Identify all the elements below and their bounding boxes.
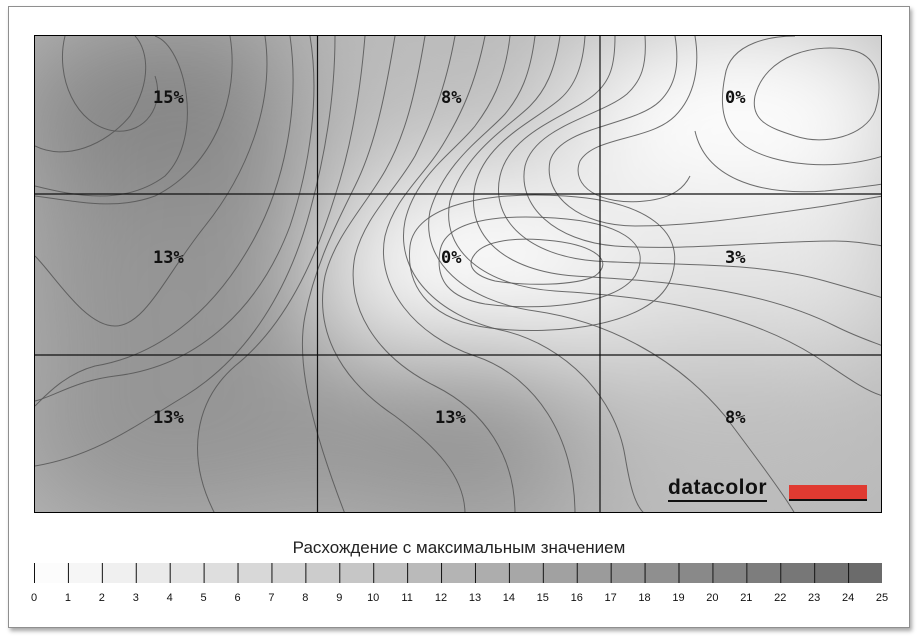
heat-blob-r3c3 xyxy=(566,335,881,512)
scale-swatch-16 xyxy=(576,563,611,583)
scale-swatch-5 xyxy=(203,563,238,583)
scale-tick-label-18: 18 xyxy=(638,592,651,604)
scale-tick-label-24: 24 xyxy=(841,592,855,604)
cell-label-r1c2: 8% xyxy=(441,88,462,108)
cell-label-r1c3: 0% xyxy=(725,88,746,108)
heat-blob-r1c1 xyxy=(35,36,352,215)
cell-label-r2c1: 13% xyxy=(153,248,184,268)
scale-tick-label-11: 11 xyxy=(401,592,413,604)
scale-tick-label-13: 13 xyxy=(468,592,482,604)
heat-blob-r2c1 xyxy=(35,176,352,374)
scale-swatch-9 xyxy=(339,563,374,583)
heat-blob-r3c1 xyxy=(35,335,352,512)
scale-tick-label-16: 16 xyxy=(570,592,583,604)
scale-tick-label-15: 15 xyxy=(536,592,549,604)
cell-label-r3c3: 8% xyxy=(725,408,746,428)
scale-tick-label-23: 23 xyxy=(808,592,821,604)
logo-wordmark: datacolor xyxy=(668,476,768,502)
scale-swatch-1 xyxy=(67,563,102,583)
contour-lines xyxy=(35,36,881,512)
scale-tick-label-25: 25 xyxy=(875,592,889,604)
datacolor-logo: datacolor xyxy=(668,476,868,506)
scale-swatch-0 xyxy=(34,563,68,583)
scale-swatch-18 xyxy=(644,563,679,583)
scale-swatch-8 xyxy=(305,563,340,583)
grid-lines xyxy=(35,36,881,512)
scale-swatch-15 xyxy=(542,563,577,583)
heat-blob-r1c2 xyxy=(283,36,635,215)
scale-tick-label-2: 2 xyxy=(98,592,105,604)
scale-swatch-6 xyxy=(237,563,272,583)
scale-tick-label-3: 3 xyxy=(132,592,139,604)
cell-label-r2c2: 0% xyxy=(441,248,462,268)
scale-swatch-22 xyxy=(780,563,815,583)
scale-tick-label-1: 1 xyxy=(64,592,71,604)
cell-label-r3c1: 13% xyxy=(153,408,184,428)
cell-label-r3c2: 13% xyxy=(435,408,466,428)
scale-tick-label-4: 4 xyxy=(166,592,173,604)
heat-blob-r2c2 xyxy=(323,176,675,374)
scale-swatch-12 xyxy=(441,563,475,583)
logo-red-bar xyxy=(789,485,867,501)
scale-tick-label-9: 9 xyxy=(336,592,343,604)
scale-tick-label-6: 6 xyxy=(234,592,241,604)
heatmap-svg xyxy=(35,36,881,512)
scale-tick-label-17: 17 xyxy=(604,592,617,604)
scale-tick-label-20: 20 xyxy=(706,592,719,604)
legend-title: Расхождение с максимальным значением xyxy=(292,538,626,557)
color-scale-tick-labels: 0 1 2 3 4 5 6 7 8 9 10 11 12 13 14 15 16 17 18 19 20 21 22 23 24… xyxy=(0,592,918,608)
cell-label-r1c1: 15% xyxy=(153,88,184,108)
heat-blob-r3c2 xyxy=(283,335,635,512)
scale-swatch-24 xyxy=(848,563,882,583)
scale-swatch-21 xyxy=(746,563,781,583)
scale-swatch-2 xyxy=(101,563,136,583)
scale-tick-label-7: 7 xyxy=(268,592,275,604)
cell-label-r2c3: 3% xyxy=(725,248,746,268)
scale-tick-label-12: 12 xyxy=(434,592,448,604)
scale-tick-label-14: 14 xyxy=(502,592,515,604)
scale-tick-label-21: 21 xyxy=(740,592,753,604)
scale-tick-label-19: 19 xyxy=(672,592,685,604)
scale-tick-label-22: 22 xyxy=(774,592,787,604)
scale-tick-label-5: 5 xyxy=(200,592,207,604)
scale-swatch-11 xyxy=(407,563,442,583)
color-scale-bar xyxy=(34,563,882,583)
scale-tick-label-0: 0 xyxy=(30,592,38,604)
scale-swatch-3 xyxy=(135,563,170,583)
scale-swatch-7 xyxy=(271,563,306,583)
scale-swatch-20 xyxy=(712,563,747,583)
scale-swatch-14 xyxy=(508,563,543,583)
scale-swatch-10 xyxy=(373,563,408,583)
scale-swatch-17 xyxy=(610,563,645,583)
heat-field xyxy=(35,36,881,512)
uniformity-heatmap: 15% 8% 0% 13% 0% 3% 13% 13% 8% xyxy=(34,35,882,513)
scale-tick-label-8: 8 xyxy=(302,592,309,604)
scale-swatch-19 xyxy=(678,563,713,583)
scale-swatch-23 xyxy=(814,563,849,583)
scale-swatch-13 xyxy=(474,563,509,583)
scale-tick-label-10: 10 xyxy=(367,592,380,604)
heat-blob-r1c3 xyxy=(566,36,881,215)
scale-swatch-4 xyxy=(169,563,204,583)
